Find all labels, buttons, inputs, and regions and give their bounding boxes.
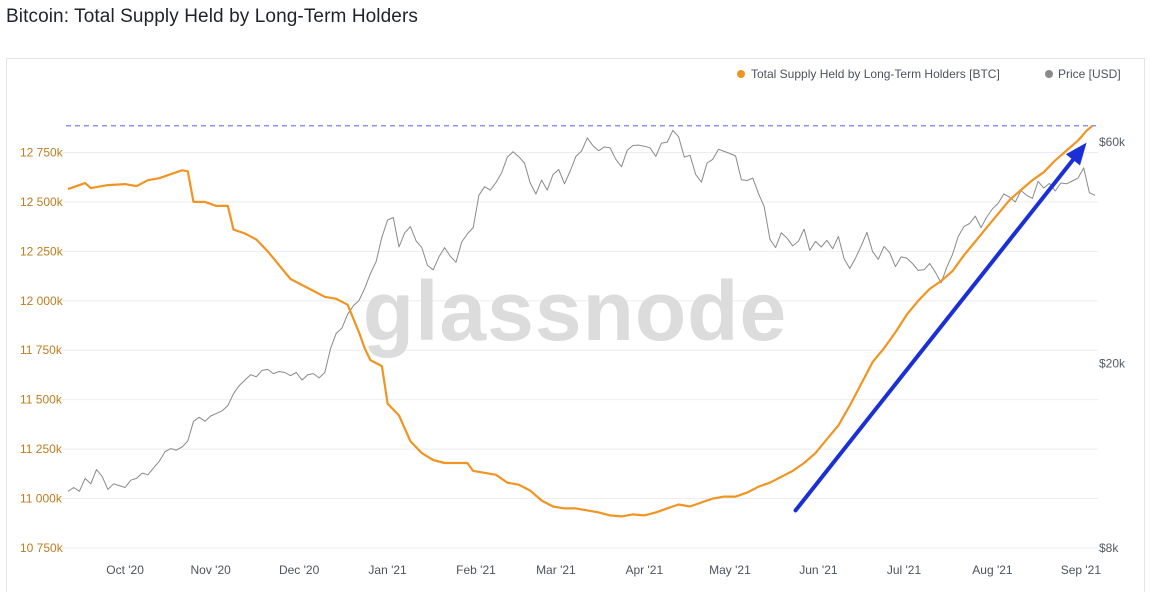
trend-arrow-shaft [793, 157, 1075, 513]
x-tick-label: Dec '20 [279, 563, 320, 577]
x-axis: Oct '20 Nov '20 Dec '20 Jan '21 Feb '21 Mar '… [106, 563, 1101, 577]
y-tick-label-left: 12 750k [20, 145, 64, 159]
y-tick-label-right: $8k [1099, 541, 1119, 555]
y-tick-label-left: 11 250k [20, 442, 63, 456]
y-tick-label-left: 11 750k [20, 343, 63, 357]
y-tick-label-right: $60k [1099, 135, 1126, 149]
legend-label: Total Supply Held by Long-Term Holders [… [751, 67, 1000, 81]
x-tick-label: Jan '21 [368, 563, 407, 577]
x-tick-label: Jun '21 [799, 563, 838, 577]
y-tick-label-left: 11 500k [20, 393, 63, 407]
supply-line [67, 124, 1094, 518]
gridlines [60, 151, 1098, 549]
y-axis-right: $8k $20k $60k [1099, 135, 1126, 555]
x-tick-label: Feb '21 [456, 563, 496, 577]
y-tick-label-left: 12 250k [20, 244, 64, 258]
x-tick-label: Nov '20 [191, 563, 232, 577]
price-line [67, 129, 1096, 492]
x-tick-label: May '21 [709, 563, 751, 577]
x-tick-label: Sep '21 [1061, 563, 1102, 577]
x-tick-label: Mar '21 [536, 563, 576, 577]
y-tick-label-left: 11 000k [20, 492, 63, 506]
trend-arrow-head [1065, 142, 1087, 166]
page-title: Bitcoin: Total Supply Held by Long-Term … [6, 6, 418, 27]
x-tick-label: Apr '21 [626, 563, 664, 577]
y-tick-label-left: 10 750k [20, 541, 64, 555]
legend-marker [737, 70, 745, 78]
legend-marker [1045, 70, 1053, 78]
y-tick-label-right: $20k [1099, 356, 1126, 370]
watermark: glassnode [363, 264, 787, 358]
y-axis-left: 10 750k 11 000k 11 250k 11 500k 11 750k 12 00… [20, 145, 64, 555]
x-tick-label: Oct '20 [106, 563, 144, 577]
legend-label: Price [USD] [1058, 67, 1121, 81]
series-layer [67, 124, 1096, 518]
y-tick-label-left: 12 500k [20, 195, 64, 209]
legend: Total Supply Held by Long-Term Holders [… [737, 67, 1121, 81]
x-tick-label: Jul '21 [887, 563, 922, 577]
annotation-layer [66, 125, 1096, 513]
x-tick-label: Aug '21 [972, 563, 1013, 577]
chart-card [6, 58, 1145, 592]
y-tick-label-left: 12 000k [20, 294, 64, 308]
